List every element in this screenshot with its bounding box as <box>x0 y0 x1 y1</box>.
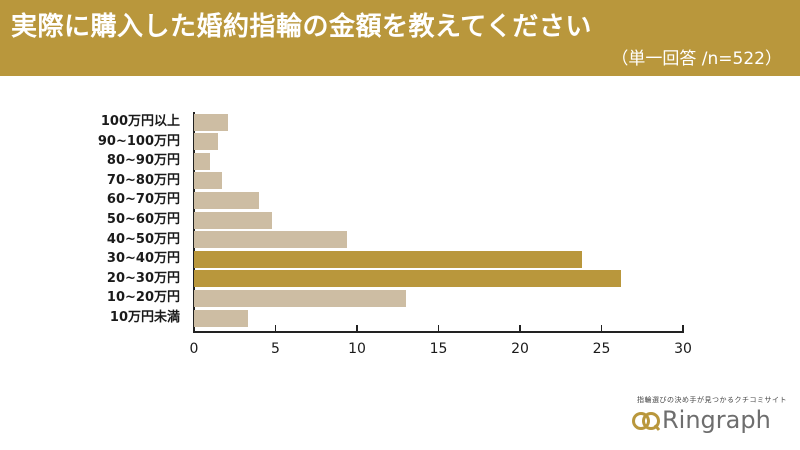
bar <box>194 231 348 249</box>
x-tick-label: 20 <box>511 341 529 357</box>
bar <box>194 309 248 327</box>
category-label: 30~40万円 <box>106 251 180 267</box>
category-label: 40~50万円 <box>106 231 180 247</box>
bar <box>194 152 211 170</box>
title-banner: 実際に購入した婚約指輪の金額を教えてください （単一回答 /n=522） <box>0 0 800 76</box>
bar <box>194 191 260 209</box>
bar <box>194 250 582 268</box>
category-label: 50~60万円 <box>106 212 180 227</box>
bar <box>194 270 622 288</box>
x-tick <box>682 325 684 332</box>
y-axis-line <box>193 112 195 332</box>
logo-wordmark: Ringraph <box>662 406 771 434</box>
x-tick <box>356 325 358 332</box>
x-tick <box>519 325 521 332</box>
x-tick-label: 30 <box>674 341 692 357</box>
x-tick <box>437 325 439 332</box>
chart-subtitle: （単一回答 /n=522） <box>611 49 782 69</box>
bar <box>194 133 219 151</box>
bar <box>194 172 222 190</box>
x-tick-label: 5 <box>271 341 280 357</box>
x-tick <box>600 325 602 332</box>
category-label: 80~90万円 <box>106 153 180 169</box>
category-label: 10万円未満 <box>109 310 180 325</box>
x-tick-label: 0 <box>189 341 199 357</box>
x-tick-label: 10 <box>348 341 366 357</box>
bar <box>194 113 229 131</box>
category-label: 10~20万円 <box>106 290 180 306</box>
category-label: 70~80万円 <box>106 172 180 188</box>
logo-tagline: 指輪選びの決め手が見つかるクチコミサイト <box>637 396 787 404</box>
bar <box>194 211 273 229</box>
rings-icon <box>632 412 661 431</box>
category-label: 90~100万円 <box>97 133 180 149</box>
x-tick-label: 25 <box>592 341 611 357</box>
category-label: 60~70万円 <box>106 192 180 208</box>
x-tick-label: 15 <box>429 341 448 357</box>
bar <box>194 289 406 307</box>
ringraph-logo: 指輪選びの決め手が見つかるクチコミサイト Ringraph <box>632 395 792 440</box>
chart-title: 実際に購入した婚約指輪の金額を教えてください <box>11 12 592 42</box>
x-tick <box>274 325 276 332</box>
category-label: 100万円以上 <box>100 114 180 129</box>
category-label: 20~30万円 <box>106 270 180 286</box>
